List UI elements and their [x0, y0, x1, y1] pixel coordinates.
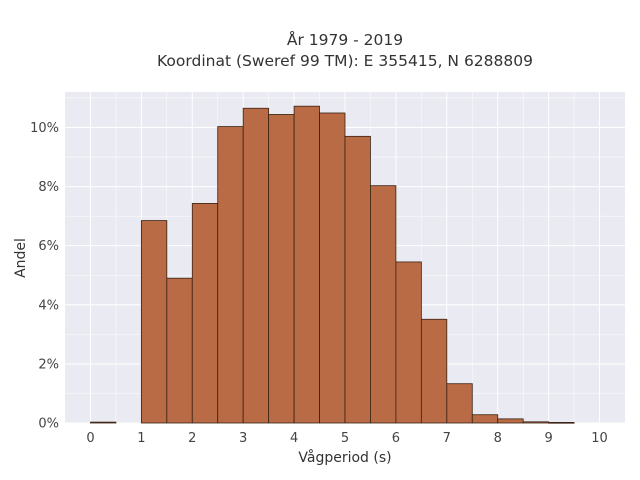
x-tick-label: 10 [591, 431, 608, 446]
y-tick-label: 6% [38, 239, 59, 254]
histogram-bar [548, 422, 575, 424]
x-tick-labels: 0 1 2 3 4 5 6 7 8 9 10 [86, 431, 608, 446]
histogram-bar [471, 414, 499, 424]
histogram-bar [497, 418, 524, 424]
chart-subtitle: Koordinat (Sweref 99 TM): E 355415, N 62… [157, 52, 533, 70]
histogram-bar [268, 114, 295, 424]
histogram-bar [446, 383, 473, 424]
histogram-bar [140, 220, 168, 424]
y-axis-label: Andel [13, 238, 29, 278]
x-tick-label: 0 [86, 431, 94, 446]
histogram-bar [90, 421, 117, 424]
x-axis-label: Vågperiod (s) [298, 449, 391, 466]
y-tick-label: 8% [38, 180, 59, 195]
x-tick-label: 3 [239, 431, 247, 446]
x-tick-label: 9 [544, 431, 552, 446]
y-tick-label: 2% [38, 357, 59, 372]
x-tick-label: 6 [392, 431, 400, 446]
histogram-bar [522, 421, 550, 424]
x-tick-label: 8 [494, 431, 502, 446]
x-tick-label: 7 [443, 431, 451, 446]
x-tick-label: 2 [188, 431, 196, 446]
histogram-bar [370, 185, 397, 424]
histogram-bar [293, 105, 320, 424]
chart-title: År 1979 - 2019 [287, 30, 403, 49]
y-tick-label: 0% [38, 417, 59, 432]
histogram-bar [395, 261, 422, 424]
histogram-bar [420, 318, 448, 424]
histogram-bar [217, 126, 244, 424]
y-tick-labels: 0% 2% 4% 6% 8% 10% [30, 121, 59, 432]
histogram-bar [319, 112, 346, 424]
y-tick-label: 4% [38, 298, 59, 313]
y-tick-label: 10% [30, 121, 59, 136]
histogram-bar [166, 277, 193, 424]
x-tick-label: 4 [290, 431, 298, 446]
histogram-bar [191, 203, 219, 424]
histogram-bar [242, 107, 270, 424]
x-tick-label: 1 [137, 431, 145, 446]
histogram-bar [344, 135, 371, 424]
x-tick-label: 5 [341, 431, 349, 446]
histogram-bars [90, 105, 575, 424]
